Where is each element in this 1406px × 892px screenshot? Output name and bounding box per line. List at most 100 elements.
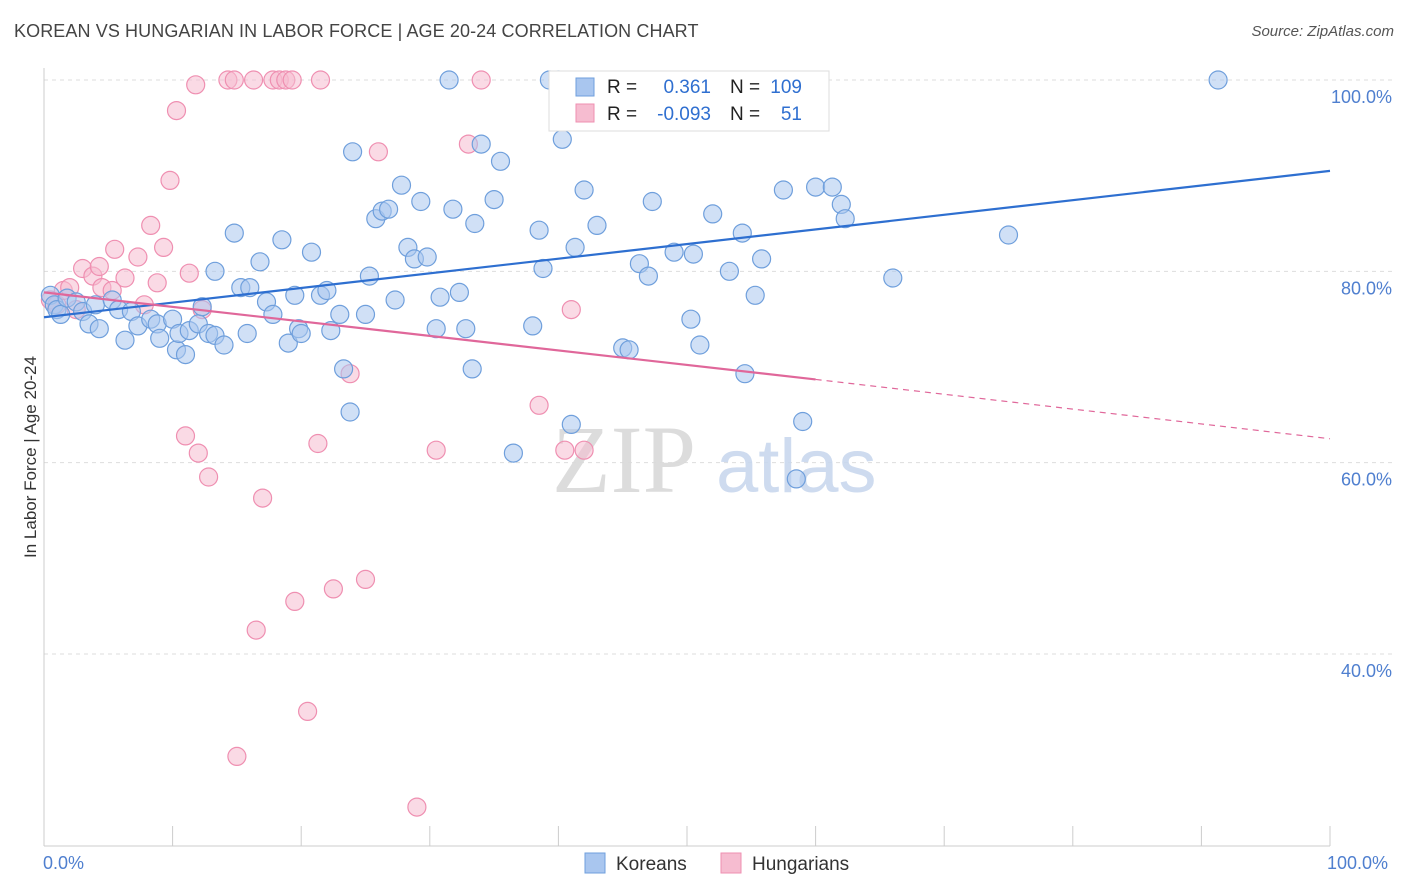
korean-point-38: [285, 285, 305, 305]
korean-point-59: [417, 247, 437, 267]
korean-point-31: [237, 323, 257, 344]
chart-title: KOREAN VS HUNGARIAN IN LABOR FORCE | AGE…: [14, 21, 699, 41]
korean-n-value: 109: [770, 77, 802, 98]
korean-point-105: [998, 225, 1019, 245]
korean-point-62: [439, 70, 459, 90]
hungarian-point-11: [115, 268, 135, 288]
korean-point-48: [343, 142, 363, 162]
hungarian-n-value: 51: [781, 104, 802, 125]
korean-point-98: [786, 469, 806, 489]
korean-point-37: [278, 333, 298, 353]
korean-point-28: [214, 335, 234, 355]
korean-point-72: [523, 316, 543, 336]
korean-point-71: [503, 443, 524, 463]
korean-point-95: [745, 285, 765, 305]
korean-point-87: [664, 242, 684, 262]
korean-point-94: [735, 364, 755, 384]
korean-point-50: [359, 266, 379, 286]
y-tick-labels: 40.0% 60.0% 80.0% 100.0%: [1331, 87, 1392, 681]
korean-point-45: [330, 304, 350, 324]
korean-point-90: [690, 335, 710, 355]
hungarian-point-20: [179, 263, 199, 283]
hungarian-point-18: [166, 100, 187, 121]
korean-r-value: 0.361: [663, 77, 711, 98]
hungarian-point-42: [368, 142, 388, 162]
hungarian-legend-swatch: [575, 103, 595, 123]
hungarian-point-41: [355, 569, 376, 590]
hungarian-trend-line: [43, 291, 816, 381]
korean-point-9: [89, 319, 109, 339]
hungarian-point-7: [89, 256, 109, 277]
korean-point-33: [250, 252, 270, 272]
hungarians-legend-swatch: [720, 852, 742, 874]
korean-point-85: [638, 266, 659, 286]
korean-legend-swatch: [575, 77, 595, 97]
korean-point-35: [263, 304, 283, 324]
koreans-legend-swatch: [584, 852, 606, 874]
gridlines: [44, 79, 1392, 655]
korean-point-66: [462, 359, 482, 379]
hungarians-legend-label: Hungarians: [752, 854, 849, 875]
hungarian-point-36: [298, 701, 318, 722]
hungarian-r-value: -0.093: [657, 104, 711, 125]
hungarian-point-10: [105, 239, 125, 259]
korean-point-92: [719, 261, 740, 281]
korean-point-32: [240, 278, 260, 298]
bottom-legend: Koreans Hungarians: [584, 852, 849, 875]
korean-r-label: R =: [607, 77, 637, 98]
source-label: Source: ZipAtlas.com: [1251, 23, 1394, 40]
hungarian-series: [40, 70, 594, 817]
korean-series: [40, 70, 1228, 489]
korean-point-67: [465, 213, 485, 234]
korean-point-65: [456, 319, 476, 339]
y-tick-label-60: 60.0%: [1341, 470, 1392, 490]
hungarian-point-21: [186, 75, 206, 95]
hungarian-point-19: [175, 426, 196, 446]
hungarian-point-34: [282, 70, 302, 90]
korean-point-80: [574, 180, 594, 200]
korean-point-86: [642, 191, 662, 212]
hungarian-point-26: [224, 70, 244, 90]
hungarian-point-43: [407, 797, 427, 817]
korean-point-53: [379, 199, 399, 219]
hungarian-point-50: [574, 440, 594, 460]
korean-point-79: [565, 237, 585, 257]
korean-point-91: [703, 204, 723, 224]
hungarian-point-15: [147, 273, 167, 293]
korean-point-100: [805, 177, 826, 197]
korean-point-78: [561, 414, 581, 434]
hungarian-point-24: [199, 467, 219, 487]
hungarian-point-27: [227, 746, 247, 767]
korean-point-17: [150, 328, 170, 348]
hungarian-point-12: [128, 247, 148, 267]
korean-point-27: [205, 261, 225, 281]
korean-point-81: [587, 215, 607, 235]
korean-point-36: [272, 230, 292, 250]
korean-point-104: [883, 268, 903, 288]
korean-point-83: [619, 340, 639, 360]
korean-point-41: [301, 242, 322, 262]
koreans-legend-label: Koreans: [616, 854, 687, 875]
korean-point-88: [681, 309, 701, 329]
korean-point-49: [355, 304, 376, 324]
x-tick-label-max: 100.0%: [1327, 853, 1388, 873]
hungarian-point-48: [555, 440, 575, 460]
hungarian-trend-extension: [815, 378, 1331, 440]
y-axis-title: In Labor Force | Age 20-24: [21, 356, 40, 558]
korean-point-58: [411, 191, 431, 212]
hungarian-point-16: [154, 237, 174, 257]
top-legend: R = 0.361 N = 109 R = -0.093 N = 51: [548, 70, 830, 132]
korean-point-73: [529, 220, 549, 240]
hungarian-r-label: R =: [607, 104, 637, 125]
hungarian-n-label: N =: [730, 104, 760, 125]
korean-point-68: [471, 134, 491, 154]
hungarian-point-46: [471, 70, 491, 90]
korean-point-97: [773, 180, 794, 200]
hungarian-point-49: [561, 300, 581, 320]
korean-point-99: [793, 411, 813, 432]
korean-point-12: [115, 330, 135, 350]
korean-point-106: [1208, 70, 1228, 90]
y-tick-label-100: 100.0%: [1331, 87, 1392, 107]
korean-point-103: [835, 209, 855, 229]
